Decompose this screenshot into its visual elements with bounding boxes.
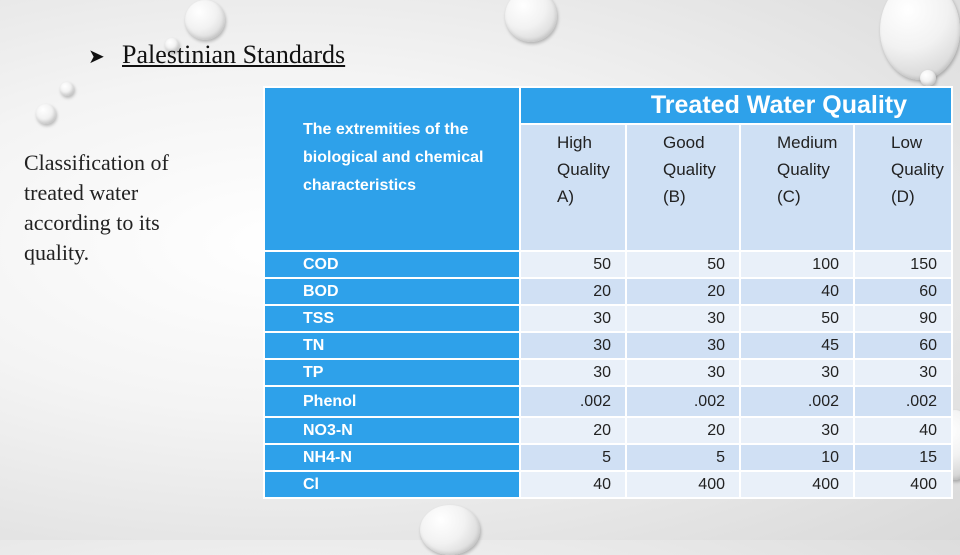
row-label: BOD	[263, 277, 521, 306]
table-cell: 30	[519, 358, 627, 387]
table-cell: 15	[853, 443, 953, 472]
table-row: Cl 40 400 400 400	[263, 470, 953, 499]
slide-title: ➤ Palestinian Standards	[88, 40, 346, 69]
column-header-line: (B)	[663, 187, 686, 206]
table-cell: .002	[739, 385, 855, 418]
table-cell: 30	[625, 331, 741, 360]
table-cell: 5	[625, 443, 741, 472]
water-quality-table: The extremities of the biological and ch…	[263, 86, 953, 499]
table-cell: 400	[739, 470, 855, 499]
table-cell: 30	[739, 416, 855, 445]
table-cell: 60	[853, 277, 953, 306]
column-header-line: Low	[891, 133, 923, 152]
table-cell: 400	[853, 470, 953, 499]
water-drop-decoration	[165, 38, 179, 52]
table-cell: 30	[625, 304, 741, 333]
table-cell: 40	[853, 416, 953, 445]
column-header: Good Quality (B)	[625, 123, 741, 252]
column-header: Medium Quality (C)	[739, 123, 855, 252]
table-row: Phenol .002.002.002.002	[263, 385, 953, 418]
column-header-line: Quality	[891, 160, 944, 179]
table-cell: 10	[739, 443, 855, 472]
column-header-line: High	[557, 133, 592, 152]
table-row: TSS 30 30 50 90	[263, 304, 953, 333]
row-label: COD	[263, 250, 521, 279]
table-cell: .002	[853, 385, 953, 418]
table-row: BOD 20 20 40 60	[263, 277, 953, 306]
water-drop-decoration	[505, 0, 557, 42]
table-cell: 50	[625, 250, 741, 279]
row-label: TSS	[263, 304, 521, 333]
water-drop-decoration	[60, 82, 74, 96]
column-header-line: Quality	[557, 160, 610, 179]
table-cell: 30	[853, 358, 953, 387]
column-header-line: Quality	[663, 160, 716, 179]
column-header-line: Quality	[777, 160, 830, 179]
table-cell: 50	[739, 304, 855, 333]
group-header: Treated Water Quality	[519, 86, 953, 125]
column-header-line: (D)	[891, 187, 915, 206]
column-header: Low Quality (D)	[853, 123, 953, 252]
table-cell: 30	[739, 358, 855, 387]
table-row: NH4-N 5 5 10 15	[263, 443, 953, 472]
table-cell: 20	[519, 416, 627, 445]
column-header-line: Medium	[777, 133, 838, 152]
row-label: Cl	[263, 470, 521, 499]
table-cell: 30	[625, 358, 741, 387]
table-cell: 90	[853, 304, 953, 333]
row-label: TN	[263, 331, 521, 360]
table-cell: 100	[739, 250, 855, 279]
column-header-line: Good	[663, 133, 705, 152]
table-row: NO3-N 20 20 30 40	[263, 416, 953, 445]
table-row: TN 30 30 45 60	[263, 331, 953, 360]
table-cell: 50	[519, 250, 627, 279]
table-cell: 40	[519, 470, 627, 499]
water-drop-decoration	[185, 0, 225, 40]
table-cell: 45	[739, 331, 855, 360]
row-label: NH4-N	[263, 443, 521, 472]
side-text: Classification of treated water accordin…	[24, 150, 169, 265]
table-cell: 60	[853, 331, 953, 360]
table-cell: 20	[519, 277, 627, 306]
arrow-bullet-icon: ➤	[88, 46, 105, 68]
row-label: Phenol	[263, 385, 521, 418]
table-cell: 150	[853, 250, 953, 279]
table-cell: 5	[519, 443, 627, 472]
water-drop-decoration	[880, 0, 960, 80]
table-row: COD 50 50 100 150	[263, 250, 953, 279]
corner-header: The extremities of the biological and ch…	[263, 86, 521, 252]
table-cell: 20	[625, 277, 741, 306]
table-cell: 20	[625, 416, 741, 445]
column-header: High Quality A)	[519, 123, 627, 252]
table-cell: 400	[625, 470, 741, 499]
table-cell: 30	[519, 331, 627, 360]
table-cell: 40	[739, 277, 855, 306]
column-header-line: A)	[557, 187, 574, 206]
water-drop-decoration	[920, 70, 936, 86]
table-row: TP 30 30 30 30	[263, 358, 953, 387]
table-cell: 30	[519, 304, 627, 333]
column-header-line: (C)	[777, 187, 801, 206]
table-cell: .002	[625, 385, 741, 418]
water-drop-decoration	[36, 104, 56, 124]
water-drop-decoration	[420, 505, 480, 555]
row-label: TP	[263, 358, 521, 387]
table-cell: .002	[519, 385, 627, 418]
row-label: NO3-N	[263, 416, 521, 445]
